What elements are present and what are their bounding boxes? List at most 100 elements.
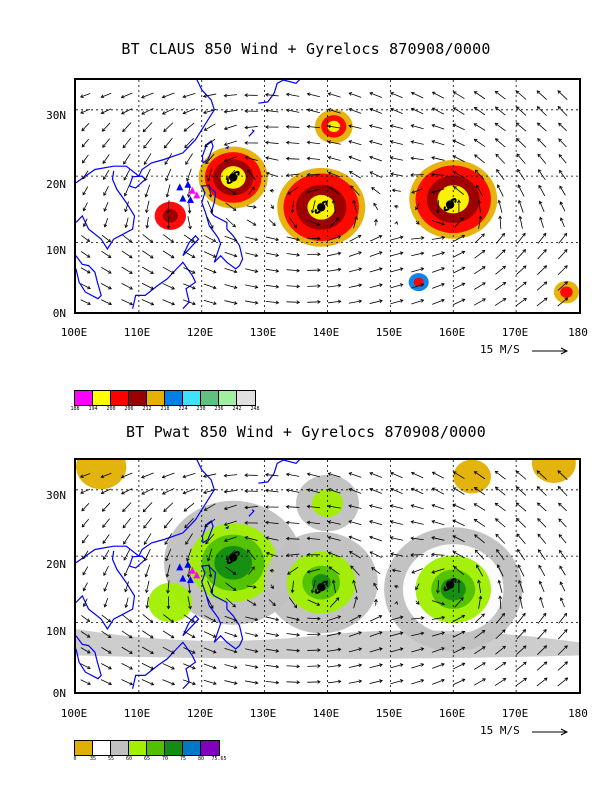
wind-vector [516, 487, 525, 496]
wind-vector [104, 582, 108, 591]
wind-vector [432, 157, 444, 161]
wind-vector [142, 473, 154, 478]
wind-vector [183, 284, 195, 289]
wind-vector [225, 252, 237, 257]
legend-tick-label: 206 [120, 406, 138, 412]
legend-swatch [183, 741, 201, 755]
wind-vector [558, 662, 568, 671]
wind-vector [204, 680, 216, 684]
wind-vector [370, 268, 382, 272]
wind-vector [432, 140, 444, 144]
vector-scale-label: 15 M/S [480, 343, 520, 356]
coastline [249, 130, 254, 137]
wind-vector [204, 109, 216, 113]
wind-vector [495, 91, 505, 99]
wind-vector [145, 581, 149, 593]
wind-vector [224, 474, 237, 477]
wind-vector [266, 633, 279, 637]
wind-vector [432, 504, 444, 509]
wind-vector [370, 552, 382, 558]
legend-swatch [75, 741, 93, 755]
wind-vector [184, 251, 195, 257]
wind-vector [453, 124, 465, 130]
wind-vector [186, 153, 193, 164]
wind-vector [204, 94, 217, 98]
legend-tick-label: 75 [174, 756, 192, 762]
wind-vector [412, 108, 424, 114]
wind-vector [204, 124, 215, 131]
wind-vector [101, 680, 111, 685]
wind-vector [349, 140, 361, 144]
shaded-region [560, 286, 573, 297]
wind-vector [287, 285, 300, 288]
wind-vector [266, 125, 279, 128]
wind-vector [432, 124, 444, 129]
wind-vector [453, 299, 465, 305]
wind-vector [519, 216, 523, 228]
wind-vector [559, 139, 567, 147]
wind-vector [307, 157, 320, 160]
wind-vector [411, 664, 423, 669]
wind-vector [245, 94, 258, 97]
wind-vector [538, 613, 546, 623]
wind-vector [82, 519, 89, 527]
wind-vector [142, 679, 154, 685]
wind-vector [560, 550, 566, 559]
wind-vector [370, 284, 382, 288]
bottom-panel-title: BT Pwat 850 Wind + Gyrelocs 870908/0000 [0, 423, 612, 441]
wind-vector [517, 139, 526, 148]
wind-vector [475, 234, 484, 243]
wind-vector [307, 141, 320, 144]
wind-vector [537, 662, 547, 670]
wind-vector [287, 253, 300, 256]
y-tick-label: 10N [36, 625, 66, 638]
wind-vector [204, 268, 216, 273]
wind-vector [103, 519, 110, 528]
shaded-region [76, 460, 126, 489]
wind-vector [560, 566, 565, 575]
vector-scale-arrow [530, 346, 570, 356]
wind-vector [558, 107, 567, 116]
wind-vector [307, 473, 319, 477]
observation-marker [187, 196, 194, 203]
legend-tick-label: 200 [102, 406, 120, 412]
wind-vector [395, 205, 399, 208]
wind-vector [474, 283, 485, 290]
wind-vector [245, 633, 257, 637]
wind-vector [516, 91, 526, 99]
wind-vector [495, 123, 505, 131]
wind-vector [411, 505, 423, 509]
x-tick-label: 140E [306, 707, 346, 720]
wind-vector [204, 284, 216, 289]
x-tick-label: 150E [369, 326, 409, 339]
wind-vector [307, 284, 320, 287]
wind-vector [307, 253, 320, 256]
wind-vector [412, 472, 424, 478]
wind-vector [204, 235, 215, 241]
wind-vector [537, 503, 546, 511]
wind-vector [495, 282, 505, 289]
wind-vector [183, 664, 195, 669]
wind-vector [245, 301, 258, 304]
wind-vector [453, 283, 465, 289]
wind-vector [328, 664, 341, 667]
wind-vector [266, 665, 279, 668]
wind-vector [122, 489, 133, 494]
x-tick-label: 160E [432, 707, 472, 720]
wind-vector [474, 124, 485, 131]
wind-vector [474, 267, 485, 274]
wind-vector [411, 521, 423, 525]
wind-vector [370, 300, 382, 304]
wind-vector [559, 535, 566, 543]
wind-vector [391, 108, 403, 113]
wind-vector [411, 125, 423, 129]
wind-vector [558, 487, 567, 496]
legend-swatch [183, 391, 201, 405]
wind-vector [163, 631, 174, 638]
bottom-map-panel [74, 458, 581, 694]
wind-vector [370, 235, 382, 241]
wind-vector [144, 153, 151, 164]
wind-vector [287, 125, 300, 128]
wind-vector [453, 663, 465, 669]
wind-vector [432, 283, 444, 288]
